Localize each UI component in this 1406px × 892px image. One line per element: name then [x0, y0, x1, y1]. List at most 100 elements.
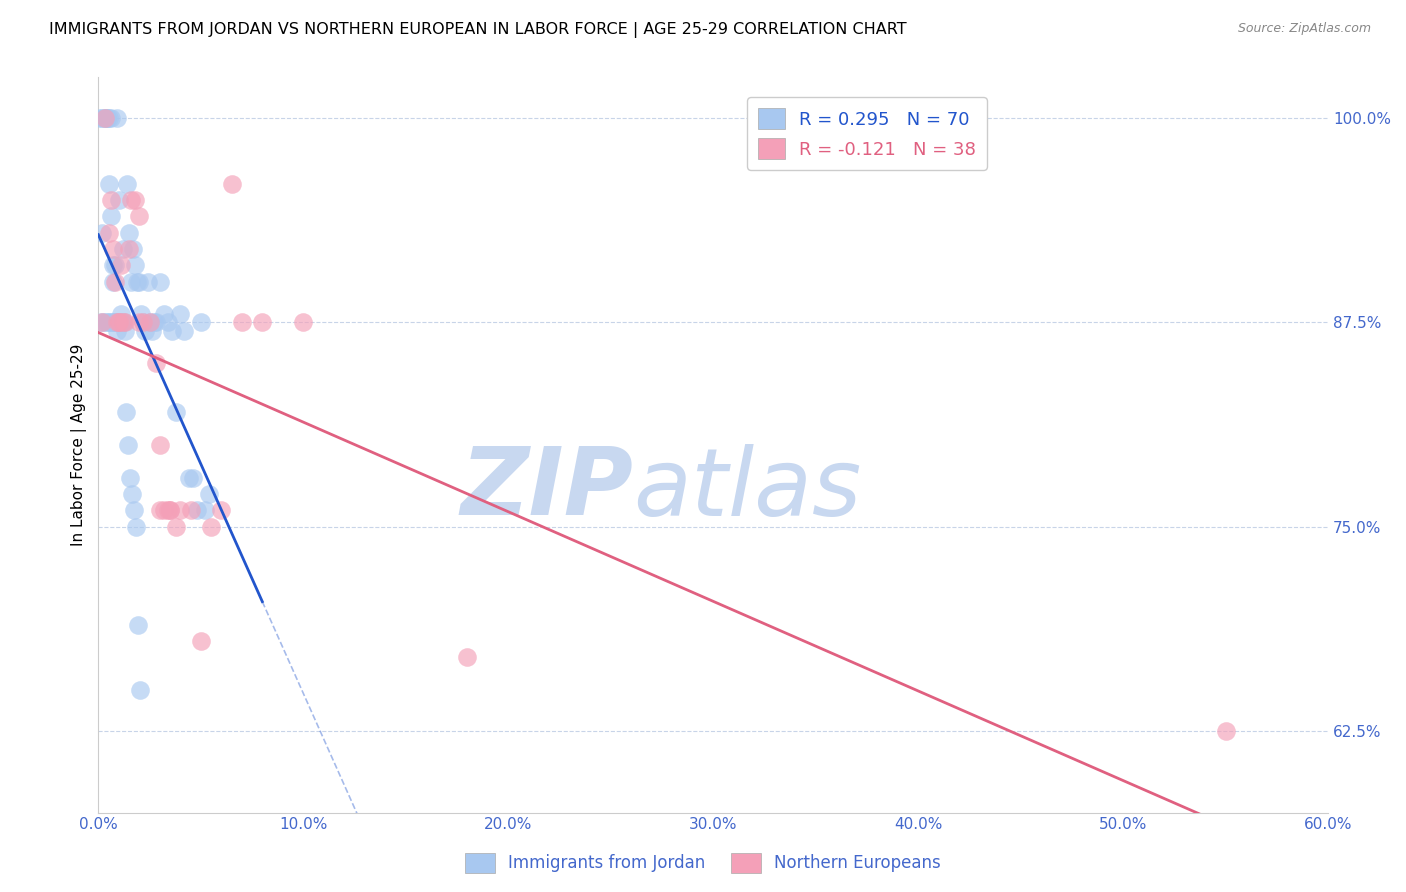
Point — [104, 316, 127, 330]
Legend: R = 0.295   N = 70, R = -0.121   N = 38: R = 0.295 N = 70, R = -0.121 N = 38 — [747, 97, 987, 169]
Point — [108, 316, 131, 330]
Point — [101, 275, 124, 289]
Point — [128, 275, 150, 289]
Point — [105, 112, 128, 126]
Point — [221, 177, 243, 191]
Point — [91, 316, 114, 330]
Point — [456, 650, 478, 665]
Point — [97, 112, 120, 126]
Point — [110, 258, 132, 272]
Point — [138, 316, 160, 330]
Point — [186, 503, 208, 517]
Point — [159, 503, 181, 517]
Point — [104, 316, 127, 330]
Point — [153, 307, 176, 321]
Point — [145, 316, 167, 330]
Point — [122, 503, 145, 517]
Point — [169, 503, 191, 517]
Point — [98, 316, 121, 330]
Point — [149, 275, 172, 289]
Point — [160, 324, 183, 338]
Point — [132, 316, 155, 330]
Point — [108, 316, 131, 330]
Point — [159, 503, 181, 517]
Point — [104, 275, 127, 289]
Point — [124, 258, 146, 272]
Point — [128, 316, 150, 330]
Point — [128, 209, 150, 223]
Point — [142, 316, 165, 330]
Point — [190, 634, 212, 648]
Point — [138, 316, 160, 330]
Point — [198, 487, 221, 501]
Point — [112, 316, 135, 330]
Point — [101, 258, 124, 272]
Point — [96, 112, 118, 126]
Point — [111, 316, 134, 330]
Point — [157, 503, 180, 517]
Point — [252, 316, 274, 330]
Text: ZIP: ZIP — [460, 443, 633, 535]
Point — [141, 324, 163, 338]
Point — [129, 683, 152, 698]
Point — [93, 112, 115, 126]
Point — [114, 316, 136, 330]
Point — [91, 226, 114, 240]
Point — [115, 177, 138, 191]
Point — [132, 316, 155, 330]
Legend: Immigrants from Jordan, Northern Europeans: Immigrants from Jordan, Northern Europea… — [458, 847, 948, 880]
Point — [131, 307, 153, 321]
Point — [97, 316, 120, 330]
Point — [134, 324, 156, 338]
Point — [292, 316, 315, 330]
Point — [105, 324, 128, 338]
Point — [127, 275, 149, 289]
Point — [103, 316, 125, 330]
Point — [145, 356, 167, 370]
Point — [111, 316, 134, 330]
Point — [91, 112, 114, 126]
Point — [190, 316, 212, 330]
Point — [127, 617, 149, 632]
Point — [90, 316, 112, 330]
Point — [122, 242, 145, 256]
Point — [104, 258, 127, 272]
Point — [97, 226, 120, 240]
Point — [118, 226, 141, 240]
Point — [181, 470, 204, 484]
Text: IMMIGRANTS FROM JORDAN VS NORTHERN EUROPEAN IN LABOR FORCE | AGE 25-29 CORRELATI: IMMIGRANTS FROM JORDAN VS NORTHERN EUROP… — [49, 22, 907, 38]
Point — [89, 112, 111, 126]
Point — [97, 177, 120, 191]
Point — [120, 275, 142, 289]
Point — [117, 438, 139, 452]
Point — [100, 316, 122, 330]
Point — [108, 193, 131, 207]
Point — [124, 193, 146, 207]
Point — [125, 519, 148, 533]
Point — [120, 470, 142, 484]
Point — [149, 438, 172, 452]
Point — [101, 242, 124, 256]
Point — [105, 316, 128, 330]
Point — [100, 112, 122, 126]
Point — [165, 519, 187, 533]
Point — [100, 209, 122, 223]
Point — [94, 316, 117, 330]
Point — [118, 242, 141, 256]
Point — [115, 405, 138, 419]
Point — [93, 316, 115, 330]
Point — [108, 316, 131, 330]
Point — [114, 324, 136, 338]
Point — [121, 487, 143, 501]
Point — [194, 503, 217, 517]
Point — [136, 275, 159, 289]
Point — [108, 316, 131, 330]
Point — [1215, 723, 1237, 738]
Point — [93, 112, 115, 126]
Point — [231, 316, 253, 330]
Text: Source: ZipAtlas.com: Source: ZipAtlas.com — [1237, 22, 1371, 36]
Text: atlas: atlas — [633, 443, 862, 534]
Point — [100, 193, 122, 207]
Y-axis label: In Labor Force | Age 25-29: In Labor Force | Age 25-29 — [72, 343, 87, 546]
Point — [110, 307, 132, 321]
